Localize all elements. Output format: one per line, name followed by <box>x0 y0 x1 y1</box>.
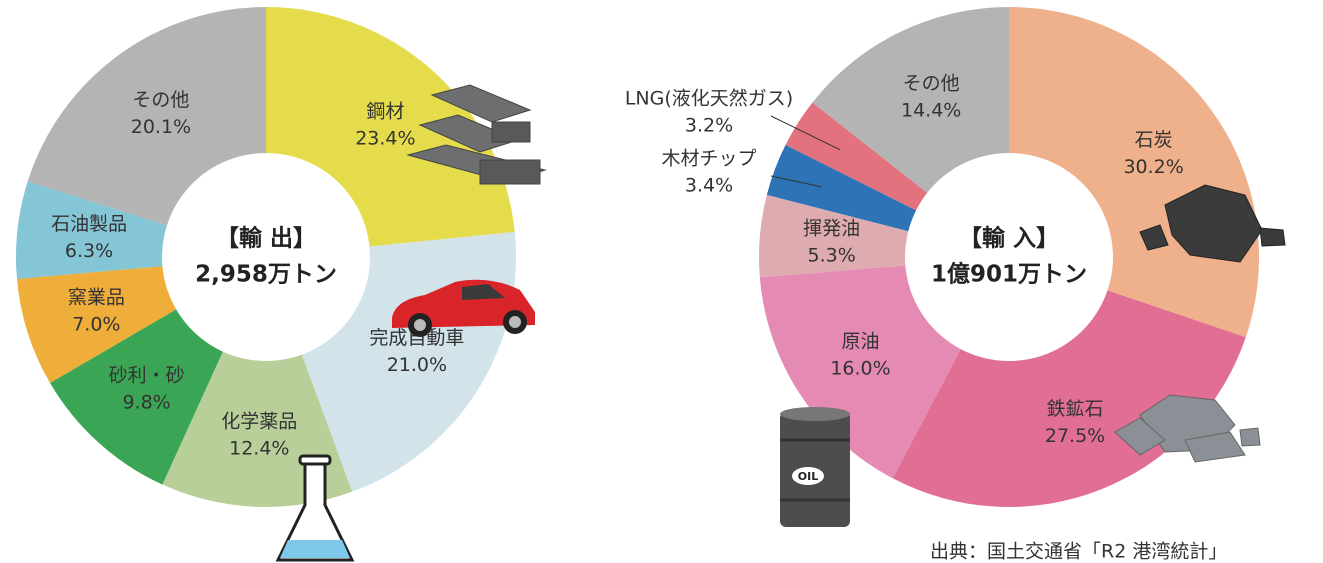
slice-label: 揮発油 <box>803 217 860 239</box>
slice-value: 27.5% <box>1045 425 1105 447</box>
slice-label: 木材チップ <box>661 148 756 170</box>
slice-label: 窯業品 <box>68 286 125 308</box>
slice-label: 化学薬品 <box>221 410 297 432</box>
slice-label: 砂利・砂 <box>109 365 185 387</box>
donut-hole <box>905 153 1113 361</box>
slice-value: 20.1% <box>131 116 191 138</box>
chart-subtitle: 1億901万トン <box>931 261 1087 288</box>
slice-value: 30.2% <box>1123 156 1183 178</box>
slice-value: 5.3% <box>807 244 855 266</box>
chart-title: 【輸 入】 <box>959 225 1059 252</box>
source: 出典：国土交通省「R2 港湾統計」 <box>930 541 1227 563</box>
chart: 鋼材23.4%完成自動車21.0%化学薬品12.4%砂利・砂9.8%窯業品7.0… <box>0 0 1323 563</box>
slice-value: 7.0% <box>72 313 120 335</box>
slice-label: 鋼材 <box>366 100 404 122</box>
slice-label: 石油製品 <box>51 213 127 235</box>
slice-value: 9.8% <box>122 392 170 414</box>
donut-hole <box>162 153 370 361</box>
slice-label: 石炭 <box>1135 129 1173 151</box>
slice-value: 14.4% <box>901 99 961 121</box>
slice-label: 鉄鉱石 <box>1047 398 1104 420</box>
slice-label: その他 <box>903 72 960 94</box>
slice-value: 16.0% <box>830 358 890 380</box>
slice-value: 12.4% <box>229 437 289 459</box>
slice-value: 6.3% <box>65 240 113 262</box>
donut-charts: 鋼材23.4%完成自動車21.0%化学薬品12.4%砂利・砂9.8%窯業品7.0… <box>16 7 1259 507</box>
oil-barrel-icon: OIL <box>780 407 850 527</box>
slice-label: 原油 <box>842 331 880 353</box>
slice-value: 3.4% <box>685 175 733 197</box>
slice-label: その他 <box>132 89 189 111</box>
svg-text:OIL: OIL <box>798 470 818 483</box>
slice-value: 23.4% <box>355 127 415 149</box>
slice-label: LNG(液化天然ガス) <box>625 88 793 110</box>
chart-subtitle: 2,958万トン <box>195 262 337 288</box>
slice-value: 21.0% <box>387 354 447 376</box>
slice-value: 3.2% <box>685 115 733 137</box>
chart-title: 【輸 出】 <box>216 225 316 252</box>
